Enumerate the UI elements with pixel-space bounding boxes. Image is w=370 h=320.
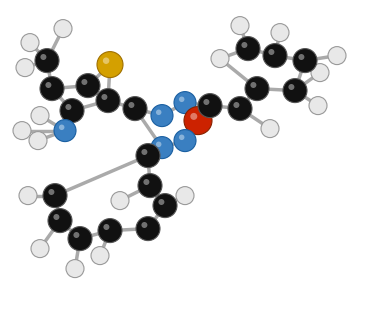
Circle shape	[48, 209, 72, 233]
Circle shape	[101, 94, 107, 100]
Circle shape	[21, 34, 39, 52]
Circle shape	[198, 93, 222, 118]
Circle shape	[141, 149, 147, 155]
Circle shape	[96, 89, 120, 113]
Circle shape	[68, 227, 92, 251]
Circle shape	[53, 214, 60, 220]
Circle shape	[261, 120, 279, 138]
Circle shape	[136, 217, 160, 241]
Circle shape	[236, 36, 260, 60]
Circle shape	[13, 122, 31, 140]
Circle shape	[233, 102, 239, 108]
Circle shape	[293, 49, 317, 73]
Circle shape	[43, 184, 67, 208]
Circle shape	[111, 192, 129, 210]
Circle shape	[271, 24, 289, 42]
Circle shape	[298, 54, 305, 60]
Circle shape	[179, 134, 185, 140]
Circle shape	[91, 247, 109, 265]
Circle shape	[97, 52, 123, 78]
Circle shape	[190, 113, 197, 120]
Circle shape	[46, 82, 51, 88]
Circle shape	[54, 120, 76, 141]
Circle shape	[31, 107, 49, 124]
Circle shape	[31, 240, 49, 258]
Circle shape	[81, 79, 87, 85]
Circle shape	[241, 42, 248, 48]
Text: alamy - PDYGMA: alamy - PDYGMA	[127, 299, 243, 313]
Circle shape	[136, 144, 160, 168]
Circle shape	[309, 97, 327, 115]
Circle shape	[40, 54, 46, 60]
Circle shape	[184, 107, 212, 135]
Circle shape	[16, 59, 34, 76]
Circle shape	[141, 222, 147, 228]
Circle shape	[328, 47, 346, 65]
Circle shape	[250, 82, 256, 88]
Circle shape	[48, 189, 54, 195]
Circle shape	[138, 173, 162, 197]
Circle shape	[245, 76, 269, 100]
Circle shape	[153, 194, 177, 218]
Circle shape	[40, 76, 64, 100]
Circle shape	[231, 17, 249, 35]
Circle shape	[288, 84, 295, 90]
Circle shape	[174, 92, 196, 114]
Circle shape	[65, 104, 71, 110]
Circle shape	[54, 20, 72, 38]
Circle shape	[29, 132, 47, 149]
Circle shape	[204, 99, 209, 105]
Circle shape	[123, 97, 147, 121]
Circle shape	[179, 97, 185, 102]
Circle shape	[283, 79, 307, 103]
Circle shape	[228, 97, 252, 121]
Circle shape	[35, 49, 59, 73]
Circle shape	[176, 187, 194, 204]
Circle shape	[211, 50, 229, 68]
Circle shape	[59, 124, 64, 130]
Circle shape	[151, 137, 173, 159]
Circle shape	[156, 141, 161, 147]
Circle shape	[144, 179, 149, 185]
Circle shape	[151, 105, 173, 127]
Circle shape	[268, 49, 275, 55]
Circle shape	[60, 99, 84, 123]
Circle shape	[156, 109, 161, 115]
Circle shape	[103, 58, 110, 64]
Circle shape	[128, 102, 134, 108]
Circle shape	[311, 64, 329, 82]
Circle shape	[103, 224, 110, 230]
Circle shape	[76, 74, 100, 98]
Circle shape	[174, 130, 196, 152]
Circle shape	[263, 44, 287, 68]
Circle shape	[73, 232, 80, 238]
Circle shape	[19, 187, 37, 204]
Circle shape	[158, 199, 164, 205]
Circle shape	[66, 260, 84, 277]
Circle shape	[98, 219, 122, 243]
